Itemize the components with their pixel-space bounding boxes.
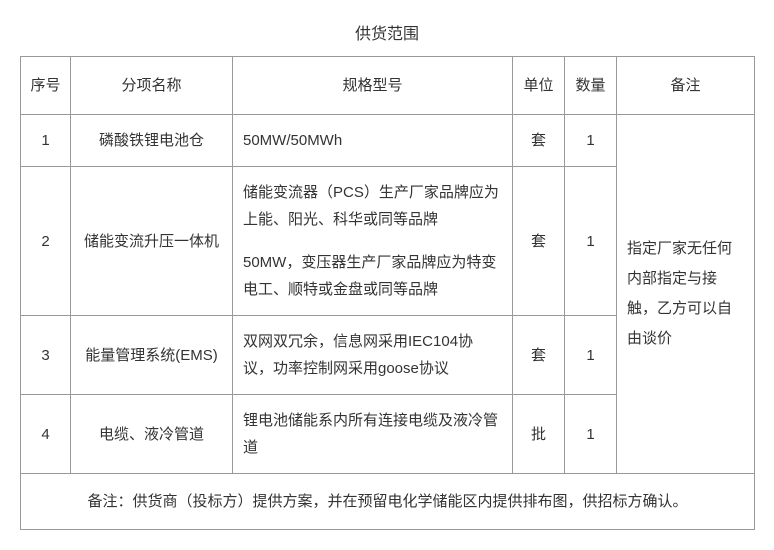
cell-seq: 2 bbox=[21, 167, 71, 316]
cell-qty: 1 bbox=[565, 167, 617, 316]
header-seq: 序号 bbox=[21, 57, 71, 115]
cell-spec: 双网双冗余，信息网采用IEC104协议，功率控制网采用goose协议 bbox=[233, 316, 513, 395]
spec-paragraph: 50MW，变压器生产厂家品牌应为特变电工、顺特或金盘或同等品牌 bbox=[243, 249, 502, 303]
header-qty: 数量 bbox=[565, 57, 617, 115]
cell-name: 磷酸铁锂电池仓 bbox=[71, 115, 233, 167]
spec-paragraph: 储能变流器（PCS）生产厂家品牌应为上能、阳光、科华或同等品牌 bbox=[243, 179, 502, 233]
header-spec: 规格型号 bbox=[233, 57, 513, 115]
table-row: 1 磷酸铁锂电池仓 50MW/50MWh 套 1 指定厂家无任何内部指定与接触，… bbox=[21, 115, 755, 167]
cell-unit: 批 bbox=[513, 395, 565, 474]
cell-name: 储能变流升压一体机 bbox=[71, 167, 233, 316]
table-footer-row: 备注：供货商（投标方）提供方案，并在预留电化学储能区内提供排布图，供招标方确认。 bbox=[21, 474, 755, 530]
cell-unit: 套 bbox=[513, 167, 565, 316]
cell-seq: 3 bbox=[21, 316, 71, 395]
cell-qty: 1 bbox=[565, 316, 617, 395]
header-remark: 备注 bbox=[617, 57, 755, 115]
cell-seq: 1 bbox=[21, 115, 71, 167]
cell-qty: 1 bbox=[565, 115, 617, 167]
header-name: 分项名称 bbox=[71, 57, 233, 115]
header-unit: 单位 bbox=[513, 57, 565, 115]
table-header-row: 序号 分项名称 规格型号 单位 数量 备注 bbox=[21, 57, 755, 115]
cell-name: 电缆、液冷管道 bbox=[71, 395, 233, 474]
cell-spec: 储能变流器（PCS）生产厂家品牌应为上能、阳光、科华或同等品牌 50MW，变压器… bbox=[233, 167, 513, 316]
table-container: 供货范围 序号 分项名称 规格型号 单位 数量 备注 1 磷酸铁锂电池仓 bbox=[20, 20, 754, 530]
cell-name: 能量管理系统(EMS) bbox=[71, 316, 233, 395]
footer-note: 备注：供货商（投标方）提供方案，并在预留电化学储能区内提供排布图，供招标方确认。 bbox=[21, 474, 755, 530]
cell-unit: 套 bbox=[513, 316, 565, 395]
cell-qty: 1 bbox=[565, 395, 617, 474]
table-title: 供货范围 bbox=[20, 20, 754, 44]
supply-scope-table: 序号 分项名称 规格型号 单位 数量 备注 1 磷酸铁锂电池仓 50MW/50M… bbox=[20, 56, 755, 530]
cell-spec: 锂电池储能系内所有连接电缆及液冷管道 bbox=[233, 395, 513, 474]
cell-spec: 50MW/50MWh bbox=[233, 115, 513, 167]
cell-remark-merged: 指定厂家无任何内部指定与接触，乙方可以自由谈价 bbox=[617, 115, 755, 474]
cell-unit: 套 bbox=[513, 115, 565, 167]
cell-seq: 4 bbox=[21, 395, 71, 474]
